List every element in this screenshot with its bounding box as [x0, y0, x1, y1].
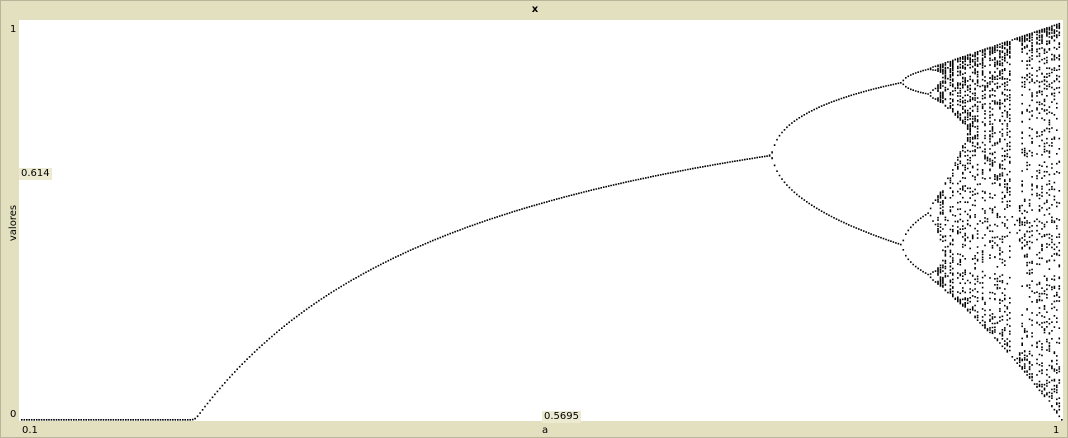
x-cursor-readout: 0.5695	[542, 411, 581, 423]
x-tick-label-right: 1	[1053, 425, 1060, 436]
y-cursor-readout: 0.614	[19, 168, 52, 180]
bifurcation-plot	[21, 22, 1063, 421]
x-tick-label-left: 0.1	[22, 425, 38, 436]
plot-title: x	[531, 4, 539, 15]
plot-area[interactable]	[19, 20, 1063, 421]
y-tick-label-bottom: 0	[10, 409, 17, 420]
y-axis-label: valores	[8, 204, 19, 242]
attractor-points	[21, 22, 1063, 421]
y-tick-label-top: 1	[10, 24, 17, 35]
x-axis-label: a	[542, 425, 549, 436]
